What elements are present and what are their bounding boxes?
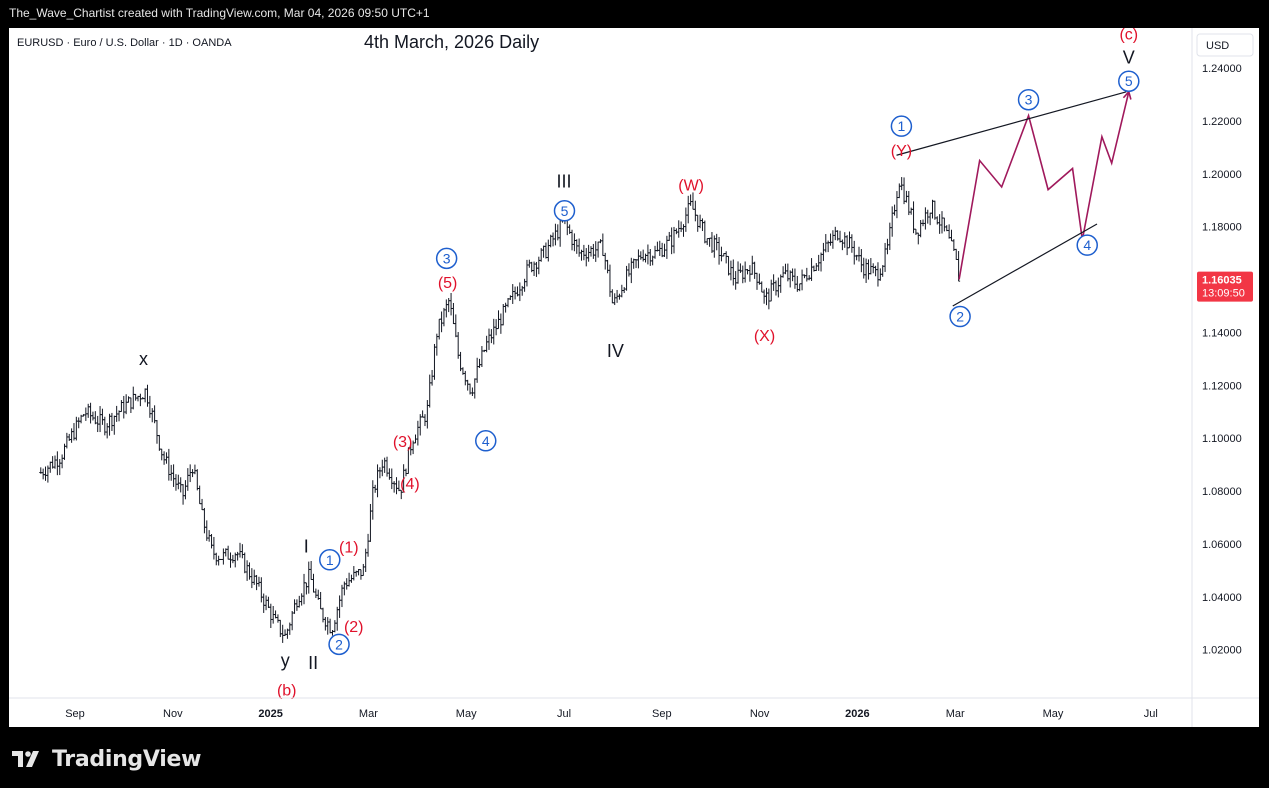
wave-label-red: (4)	[400, 476, 420, 493]
wave-label-circled: 3	[443, 250, 451, 266]
chart-frame: x y (b) I II (1) (2) 1 2 (3) (4) (5) 3 4 III 5 IV (W) (X)(…	[9, 27, 1259, 727]
y-tick-label: 1.18000	[1202, 222, 1242, 234]
wave-labels: xy(b)III(1)(2)12(3)(4)(5)34III5IV(W)(X)(…	[139, 27, 1140, 699]
wave-label-red: (5)	[438, 275, 458, 292]
wave-circle	[553, 200, 576, 222]
x-tick-label: Sep	[652, 708, 672, 720]
y-tick-label: 1.10000	[1202, 433, 1242, 445]
footer-brand-name: TradingView	[52, 746, 202, 772]
y-tick-label: 1.14000	[1202, 327, 1242, 339]
wave-label-red: (3)	[393, 434, 413, 451]
wave-label-black: y	[281, 650, 290, 670]
wave-label-black: V	[1123, 47, 1135, 67]
tradingview-logo-icon	[12, 751, 39, 767]
wave-label-black: III	[556, 172, 571, 192]
projection-line	[958, 91, 1130, 280]
y-tick-label: 1.06000	[1202, 539, 1242, 551]
y-tick-label: 1.02000	[1202, 645, 1242, 657]
wave-label-red: (Y)	[891, 143, 912, 160]
currency-label: USD	[1206, 40, 1229, 52]
wave-circle	[319, 549, 341, 571]
wave-circle	[1118, 70, 1140, 92]
wave-label-red: (1)	[339, 540, 359, 557]
wave-label-circled: 5	[1125, 73, 1133, 89]
wave-circle	[1017, 88, 1040, 111]
y-tick-label: 1.04000	[1202, 592, 1242, 604]
chart-title: 4th March, 2026 Daily	[364, 32, 539, 52]
plot-background	[9, 28, 1191, 698]
x-tick-label: Mar	[359, 708, 378, 720]
y-tick-label: 1.24000	[1202, 63, 1242, 75]
wave-label-circled: 2	[956, 309, 964, 325]
wave-label-black: II	[308, 653, 318, 673]
wave-circle	[475, 430, 497, 452]
channel-lines	[896, 91, 1127, 307]
y-tick-label: 1.12000	[1202, 380, 1242, 392]
y-tick-label: 1.20000	[1202, 169, 1242, 181]
x-tick-label: Jul	[557, 708, 571, 720]
x-tick-label: Jul	[1144, 708, 1158, 720]
price-chart[interactable]: xy(b)III(1)(2)12(3)(4)(5)34III5IV(W)(X)(…	[9, 27, 1259, 727]
wave-circle	[949, 305, 971, 328]
channel-line	[896, 91, 1127, 156]
wave-label-red: (X)	[754, 328, 775, 345]
wave-label-red: (2)	[344, 619, 364, 636]
wave-circle	[890, 115, 913, 137]
x-tick-label: May	[1043, 708, 1064, 720]
wave-label-circled: 5	[561, 203, 569, 219]
bar-countdown: 13:09:50	[1202, 288, 1245, 300]
last-price-tag: 1.16035 13:09:50	[1197, 271, 1253, 302]
wave-label-circled: 1	[898, 118, 906, 134]
y-tick-label: 1.08000	[1202, 486, 1242, 498]
wave-label-black: IV	[607, 341, 624, 361]
price-axis[interactable]: 1.240001.220001.200001.180001.160001.140…	[1202, 63, 1242, 657]
last-price-value: 1.16035	[1202, 275, 1242, 287]
wave-circle	[328, 633, 350, 656]
y-tick-label: 1.22000	[1202, 116, 1242, 128]
wave-label-circled: 1	[326, 552, 334, 568]
wave-circle	[435, 247, 458, 270]
time-axis[interactable]: Sep Nov 2025 Mar May Jul Sep Nov 2026 Mar May Jul	[65, 708, 1158, 720]
chart-credit-header: The_Wave_Chartist created with TradingVi…	[9, 6, 430, 20]
footer-branding: TradingView	[12, 744, 201, 774]
channel-line	[952, 223, 1098, 307]
x-tick-label: Mar	[946, 708, 965, 720]
plot-area	[9, 28, 1191, 698]
wave-label-circled: 2	[335, 636, 343, 652]
wave-label-black: I	[304, 537, 309, 557]
wave-label-red: (c)	[1119, 28, 1138, 44]
currency-button[interactable]	[1196, 33, 1254, 57]
wave-circle	[1076, 234, 1098, 256]
symbol-info: EURUSD · Euro / U.S. Dollar · 1D · OANDA	[17, 37, 232, 49]
x-tick-label: 2026	[845, 708, 869, 720]
wave-label-circled: 4	[482, 433, 490, 449]
x-tick-label: May	[456, 708, 477, 720]
wave-label-black: x	[139, 349, 148, 369]
last-price-tag-background	[1197, 271, 1253, 302]
wave-label-circled: 3	[1025, 92, 1033, 108]
x-tick-label: 2025	[258, 708, 282, 720]
x-tick-label: Sep	[65, 708, 85, 720]
wave-label-circled: 4	[1083, 237, 1091, 253]
wave-label-red: (b)	[277, 682, 297, 699]
wave-label-red: (W)	[678, 177, 704, 194]
x-tick-label: Nov	[163, 708, 183, 720]
x-tick-label: Nov	[750, 708, 770, 720]
price-series	[39, 177, 961, 643]
